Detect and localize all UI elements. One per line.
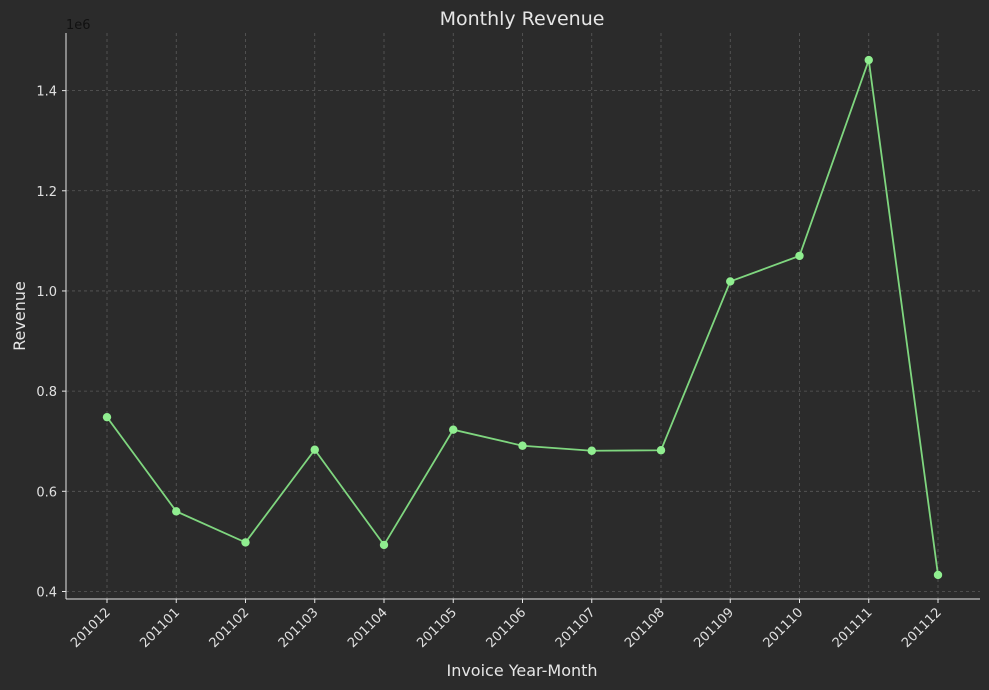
revenue-point [379, 540, 389, 550]
revenue-point [449, 425, 458, 434]
x-tick-label: 201104 [345, 605, 391, 651]
x-axis-label: Invoice Year-Month [446, 661, 597, 680]
revenue-point [864, 55, 873, 65]
x-tick-label: 201106 [484, 605, 530, 651]
y-tick-label: 0.6 [36, 485, 57, 500]
x-tick-label: 201109 [691, 605, 737, 651]
grid [66, 33, 980, 599]
y-tick-label: 1.2 [36, 185, 57, 200]
y-tick-label: 0.4 [36, 585, 57, 600]
revenue-point [656, 446, 666, 455]
revenue-point [518, 441, 527, 450]
revenue-point [933, 570, 943, 580]
x-tick-label: 201111 [830, 605, 876, 651]
revenue-point [310, 445, 319, 454]
x-tick-label: 201105 [414, 605, 460, 651]
axes [65, 33, 980, 600]
y-tick-label: 1.4 [36, 85, 57, 100]
x-tick-label: 201103 [276, 605, 322, 651]
revenue-point [102, 412, 112, 422]
x-tick-label: 201101 [137, 605, 183, 651]
y-axis-label: Revenue [10, 281, 29, 351]
revenue-point [795, 251, 804, 261]
revenue-point [241, 538, 250, 547]
x-tick-label: 201102 [207, 605, 253, 651]
y-tick-label: 0.8 [36, 385, 57, 400]
x-tick-label: 201112 [899, 605, 945, 651]
revenue-point [172, 507, 181, 516]
y-tick-label: 1.0 [36, 285, 57, 300]
x-ticks: 201012 201101 201102 201103 201104 201105 2011… [68, 599, 945, 651]
y-ticks: 0.4 0.6 0.8 1.0 1.2 1.4 [36, 85, 66, 600]
x-tick-label: 201108 [622, 605, 668, 651]
revenue-point [587, 446, 596, 455]
x-tick-label: 201012 [68, 605, 114, 651]
y-axis-offset-label: 1e6 [66, 18, 91, 33]
x-tick-label: 201110 [761, 605, 807, 651]
chart-title: Monthly Revenue [440, 8, 605, 30]
revenue-point [726, 277, 735, 286]
revenue-series [102, 55, 943, 580]
x-tick-label: 201107 [553, 605, 599, 651]
